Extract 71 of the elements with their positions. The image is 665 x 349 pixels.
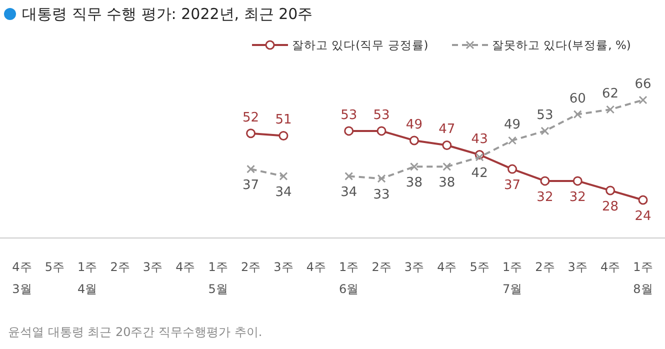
point — [508, 164, 518, 174]
x-tick-label: 1주 6월 — [339, 260, 359, 296]
data-label: 24 — [634, 209, 652, 224]
x-tick-label: 1주 7월 — [502, 260, 522, 296]
chart-title: 대통령 직무 수행 평가: 2022년, 최근 20주 — [22, 5, 313, 23]
data-label: 53 — [340, 108, 358, 123]
data-label: 51 — [275, 112, 292, 128]
point — [638, 195, 648, 205]
point — [572, 176, 582, 186]
x-tick-label: 4주 — [437, 260, 457, 274]
point — [278, 130, 288, 140]
data-label: 49 — [504, 117, 521, 132]
point — [540, 126, 550, 136]
data-label: 62 — [602, 86, 619, 102]
x-tick-label: 2주 — [372, 260, 392, 274]
point — [279, 172, 288, 180]
point — [606, 186, 616, 196]
data-label: 42 — [471, 166, 488, 182]
data-label: 49 — [406, 117, 422, 132]
data-label: 66 — [634, 77, 652, 92]
point — [410, 162, 418, 171]
point — [442, 140, 452, 150]
data-label: 28 — [602, 199, 619, 214]
x-tick-label: 3주 — [274, 260, 294, 274]
point — [573, 110, 582, 119]
data-label: 53 — [373, 108, 390, 123]
legend-label: 잘못하고 있다(부정률, %) — [492, 38, 631, 52]
point — [540, 176, 550, 186]
x-tick-label: 4주 — [306, 260, 326, 274]
data-label: 37 — [242, 178, 260, 194]
x-tick-label: 2주 — [110, 260, 130, 274]
point — [246, 128, 256, 138]
x-tick-label: 1주 4월 — [78, 260, 98, 296]
point — [377, 174, 386, 183]
data-label: 32 — [536, 190, 554, 205]
x-tick-label: 1주 5월 — [208, 260, 228, 296]
data-label: 53 — [536, 108, 554, 123]
x-tick-label: 4주 — [600, 260, 620, 274]
data-label: 34 — [275, 185, 292, 200]
x-tick-label: 5주 — [470, 260, 490, 274]
data-label: 52 — [242, 110, 260, 126]
point — [246, 164, 256, 174]
text: 윤석열 대통령 최근 20주간 직무수행평가 추이. — [8, 325, 262, 339]
x-tick-label: 2주 — [535, 260, 555, 274]
data-label: 32 — [569, 190, 586, 205]
data-label: 47 — [438, 122, 456, 138]
data-label: 34 — [340, 185, 358, 200]
legend-label: 잘하고 있다(직무 긍정률) — [292, 38, 428, 52]
x-tick-label: 4주 — [176, 260, 196, 274]
point — [442, 162, 452, 171]
data-label: 33 — [373, 188, 390, 203]
point — [409, 136, 419, 146]
x-tick-label: 3주 — [142, 260, 163, 274]
point — [344, 172, 354, 180]
data-label: 60 — [569, 91, 586, 106]
x-tick-label: 5주 — [44, 260, 65, 274]
data-label: 37 — [504, 178, 521, 194]
point — [606, 105, 615, 114]
point — [508, 136, 517, 145]
point — [475, 152, 484, 162]
point — [638, 96, 648, 104]
data-label: 38 — [438, 176, 456, 191]
x-tick-label: 2주 — [240, 260, 261, 274]
point — [344, 126, 354, 136]
point — [376, 126, 386, 136]
x-tick-label: 3주 — [404, 260, 424, 274]
x-tick-label: 4주 3월 — [12, 260, 32, 296]
data-label: 43 — [471, 132, 488, 147]
data-label: 38 — [406, 176, 422, 191]
x-tick-label: 3주 — [568, 260, 588, 274]
x-tick-label: 1주 8월 — [633, 260, 653, 296]
